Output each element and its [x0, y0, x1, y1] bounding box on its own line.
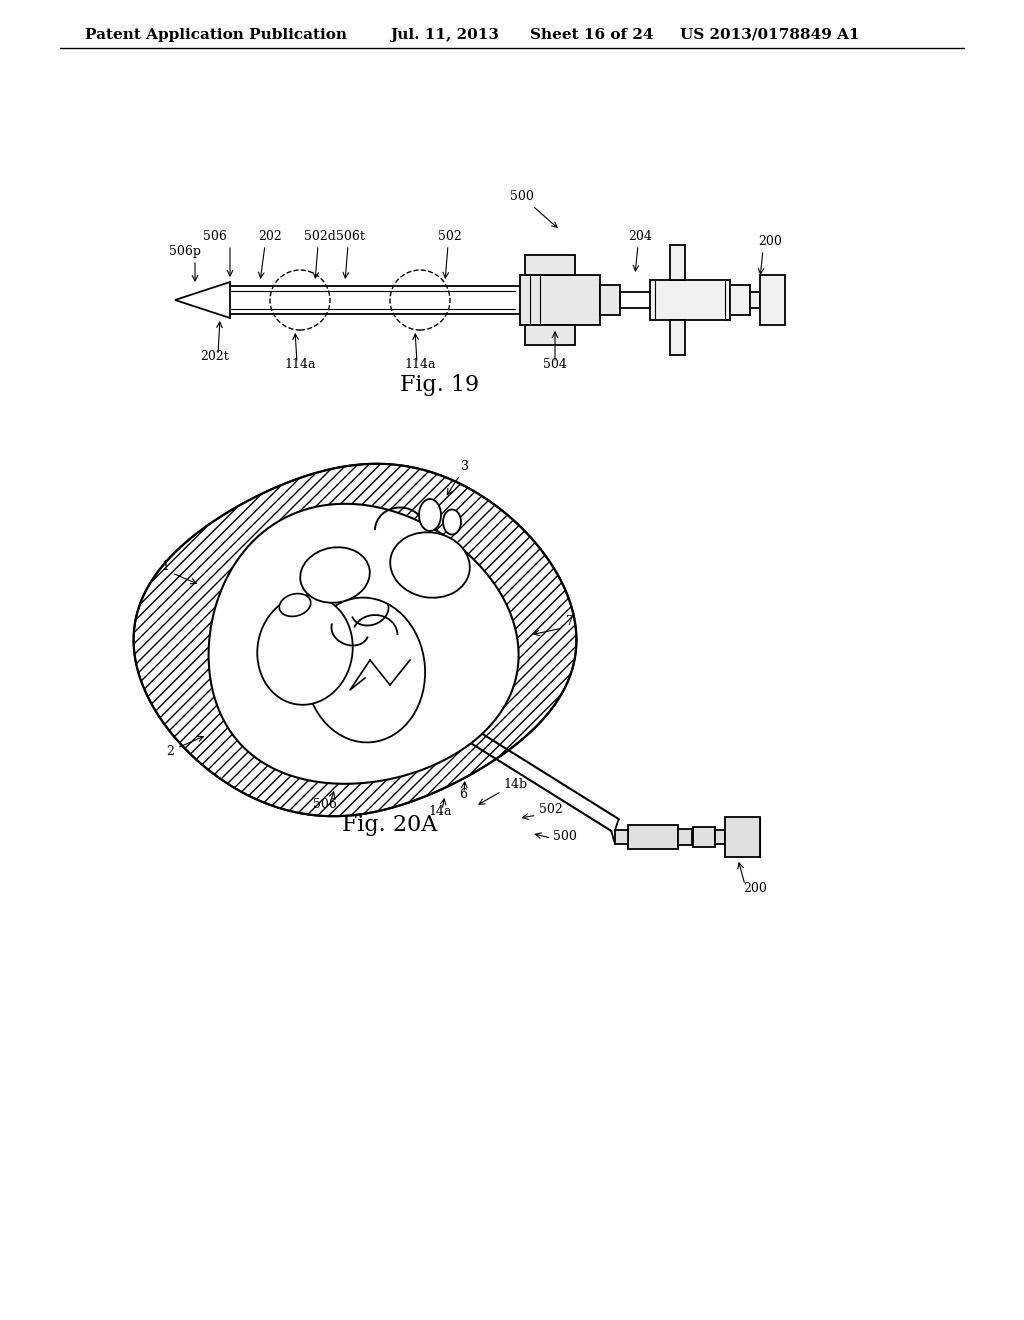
- Text: 1: 1: [161, 560, 169, 573]
- Text: Patent Application Publication: Patent Application Publication: [85, 28, 347, 42]
- Text: Sheet 16 of 24: Sheet 16 of 24: [530, 28, 653, 42]
- Text: 6: 6: [459, 788, 467, 801]
- Text: 114a: 114a: [404, 358, 436, 371]
- Bar: [520, 275, 600, 325]
- Text: 502d: 502d: [304, 230, 336, 243]
- Bar: [670, 319, 685, 355]
- Text: 7: 7: [566, 615, 573, 628]
- Ellipse shape: [419, 499, 441, 531]
- Text: 502: 502: [539, 804, 562, 816]
- Bar: [693, 828, 715, 847]
- Ellipse shape: [257, 595, 352, 705]
- Bar: [670, 246, 685, 280]
- Polygon shape: [209, 504, 518, 784]
- Bar: [725, 817, 760, 857]
- Ellipse shape: [390, 532, 470, 598]
- Bar: [760, 275, 785, 325]
- Polygon shape: [175, 282, 230, 318]
- Text: Fig. 19: Fig. 19: [400, 374, 479, 396]
- Text: 114a: 114a: [285, 358, 315, 371]
- Bar: [678, 829, 692, 845]
- Text: 506: 506: [313, 799, 337, 810]
- Ellipse shape: [300, 548, 370, 603]
- Text: 14b: 14b: [504, 779, 527, 791]
- Bar: [525, 325, 575, 345]
- Text: 202t: 202t: [201, 350, 229, 363]
- Text: Jul. 11, 2013: Jul. 11, 2013: [390, 28, 499, 42]
- Ellipse shape: [280, 594, 310, 616]
- Bar: [730, 285, 750, 315]
- Text: 502: 502: [438, 230, 462, 243]
- Text: 200: 200: [758, 235, 782, 248]
- Bar: [628, 825, 678, 849]
- Ellipse shape: [305, 598, 425, 742]
- Ellipse shape: [443, 510, 461, 535]
- Text: 506: 506: [203, 230, 227, 243]
- Bar: [615, 830, 628, 843]
- Text: 202: 202: [258, 230, 282, 243]
- Text: 200: 200: [743, 882, 767, 895]
- Bar: [650, 280, 730, 319]
- Text: 506p: 506p: [169, 246, 201, 257]
- Text: 506t: 506t: [336, 230, 365, 243]
- Text: 500: 500: [510, 190, 557, 227]
- Bar: [600, 285, 620, 315]
- Text: 500: 500: [554, 830, 578, 843]
- Text: 504: 504: [543, 358, 567, 371]
- Text: 14a: 14a: [428, 805, 452, 818]
- Text: 3: 3: [461, 459, 469, 473]
- Text: Fig. 20A: Fig. 20A: [342, 814, 437, 836]
- Bar: [525, 255, 575, 275]
- Text: US 2013/0178849 A1: US 2013/0178849 A1: [680, 28, 859, 42]
- Text: 2: 2: [166, 744, 174, 758]
- Text: 204: 204: [628, 230, 652, 243]
- Bar: [750, 292, 760, 308]
- Bar: [715, 830, 725, 843]
